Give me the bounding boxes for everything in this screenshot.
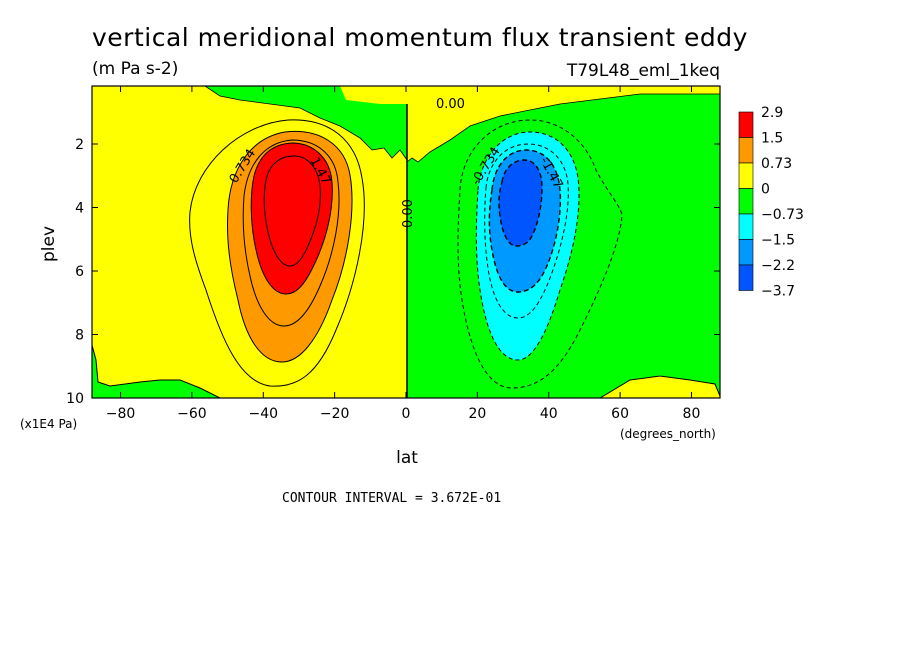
contour-line-pos-2: [242, 139, 340, 327]
negative-lobe-dark-blue: [498, 160, 542, 246]
nh-bottom-yellow: [600, 376, 720, 398]
x-units-label: (degrees_north): [620, 427, 716, 441]
contour-line-neg-1: [475, 131, 580, 361]
x-tick-label: 0: [402, 406, 411, 422]
y-axis: 2 4 6 8 10: [66, 137, 720, 407]
colorbar-swatch: [738, 111, 754, 138]
x-tick-label: 80: [683, 406, 701, 422]
colorbar-level-label: −1.5: [761, 233, 795, 249]
colorbar-level-label: 0.73: [761, 156, 792, 172]
plot-area: 0.734 1.47 0.00 0.00 -0.734 -1.47: [91, 85, 721, 399]
colorbar-swatch: [738, 162, 754, 189]
chart-title: vertical meridional momentum flux transi…: [92, 23, 748, 52]
x-tick-label: −40: [248, 406, 278, 422]
contour-interval-text: CONTOUR INTERVAL = 3.672E-01: [282, 491, 501, 506]
nh-top-yellow: [407, 86, 720, 162]
contour-line-neg-2: [484, 143, 569, 319]
colorbar-swatch: [738, 213, 754, 240]
y-tick-label: 10: [66, 391, 84, 407]
contour-line-pos-outer: [189, 119, 365, 387]
positive-lobe-red: [251, 143, 333, 294]
colorbar-swatch: [738, 188, 754, 215]
zero-contour-sh-top: [204, 86, 408, 161]
sh-top-yellow-strip: [340, 86, 407, 104]
colorbar-level-label: 1.5: [761, 131, 783, 147]
x-tick-label: 60: [611, 406, 629, 422]
x-tick-label: 20: [468, 406, 486, 422]
x-tick-label: −80: [106, 406, 136, 422]
colorbar-level-label: −0.73: [761, 207, 804, 223]
contour-label: 0.00: [436, 97, 465, 112]
y-tick-label: 4: [75, 201, 84, 217]
contour-line-neg-3: [488, 149, 562, 293]
dataset-label: T79L48_eml_1keq: [566, 61, 720, 81]
colorbar-level-label: 0: [761, 182, 770, 198]
y-tick-label: 6: [75, 264, 84, 280]
zero-contour-nh-bottom: [599, 375, 720, 398]
contour-line-pos-3: [250, 142, 333, 295]
chart-units: (m Pa s-2): [92, 59, 178, 79]
colorbar-swatch: [738, 239, 754, 266]
sh-bottom-green: [92, 345, 220, 398]
colorbar: 2.9 1.5 0.73 0 −0.73 −1.5 −2.2 −3.7: [738, 105, 804, 300]
x-tick-label: 40: [540, 406, 558, 422]
zero-contour-sh-bottom: [92, 344, 221, 398]
x-axis: −80 −60 −40 −20 0 20 40 60 80: [106, 86, 701, 422]
y-units-label: (x1E4 Pa): [20, 417, 77, 431]
contour-line-pos-1: [227, 130, 353, 363]
x-axis-label: lat: [396, 448, 418, 468]
colorbar-swatch: [738, 264, 754, 291]
sh-top-green: [92, 86, 407, 160]
contour-line-pos-4: [263, 155, 321, 267]
y-tick-label: 8: [75, 328, 84, 344]
contour-line-neg-4: [498, 159, 543, 247]
contour-line-neg-outer: [457, 119, 623, 389]
colorbar-level-label: −2.2: [761, 258, 795, 274]
colorbar-level-label: −3.7: [761, 284, 795, 300]
x-tick-label: −20: [320, 406, 350, 422]
y-axis-label: plev: [39, 226, 59, 262]
colorbar-level-label: 2.9: [761, 105, 783, 121]
y-tick-label: 2: [75, 137, 84, 153]
colorbar-swatch: [738, 137, 754, 164]
x-tick-label: −60: [177, 406, 207, 422]
contour-label: 0.00: [401, 199, 416, 228]
zero-contour-nh-top: [406, 93, 720, 163]
